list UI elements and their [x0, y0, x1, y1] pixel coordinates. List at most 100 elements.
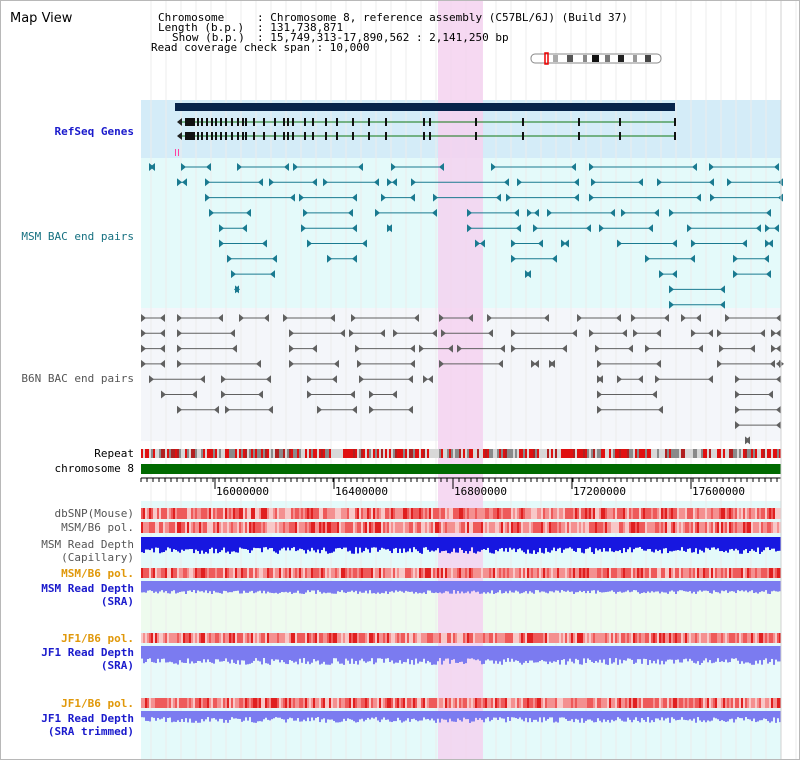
jf1-pol-segment: [731, 633, 733, 643]
b6n-bac-end-marker: [750, 344, 755, 353]
jf1-pol-trim-segment: [777, 698, 779, 708]
msm-pol-segment: [499, 522, 501, 533]
jf1-pol-trim-segment: [307, 698, 309, 708]
jf1-pol-trim-segment: [311, 698, 313, 708]
b6n-bac-end-marker: [177, 329, 182, 338]
jf1-depth-trim-bar: [695, 711, 697, 723]
dbsnp-segment: [177, 508, 179, 519]
dbsnp-segment: [381, 508, 383, 519]
msm-pol-segment: [211, 522, 213, 533]
msm-depth-sra-bar: [405, 581, 407, 591]
jf1-pol-segment: [677, 633, 679, 643]
gene-exon: [287, 132, 289, 140]
jf1-depth-trim-bar: [503, 711, 505, 719]
b6n-bac-end-marker: [439, 314, 444, 322]
msm-depth-cap-bar: [629, 537, 631, 548]
repeat-segment: [633, 449, 635, 458]
jf1-depth-trim-bar: [517, 711, 519, 719]
repeat-segment: [773, 449, 775, 458]
b6n-bac-end-marker: [264, 314, 269, 322]
jf1-depth-bar: [617, 646, 619, 665]
msm-pol-sra-segment: [699, 568, 701, 578]
msm-pol-segment: [377, 522, 379, 533]
msm-pol-segment: [543, 522, 545, 533]
jf1-pol-trim-segment: [563, 698, 565, 708]
msm-bac-end-marker: [182, 178, 187, 187]
msm-pol-sra-segment: [683, 568, 685, 578]
jf1-pol-segment: [181, 633, 183, 643]
jf1-depth-trim-bar: [241, 711, 243, 722]
repeat-segment: [303, 449, 305, 458]
jf1-pol-segment: [511, 633, 513, 643]
msm-depth-cap-bar: [247, 537, 249, 550]
dbsnp-segment: [585, 508, 587, 519]
jf1-pol-trim-segment: [619, 698, 621, 708]
gene-exon: [263, 132, 265, 140]
jf1-pol-segment: [361, 633, 363, 643]
jf1-depth-bar: [263, 646, 265, 659]
jf1-depth-bar: [187, 646, 189, 659]
repeat-segment: [593, 449, 595, 458]
msm-pol-sra-segment: [497, 568, 499, 578]
msm-pol-segment: [747, 522, 749, 533]
jf1-depth-bar: [677, 646, 679, 660]
jf1-depth-bar: [439, 646, 441, 659]
jf1-depth-trim-bar: [295, 711, 297, 721]
dbsnp-segment: [571, 508, 573, 519]
msm-pol-sra-segment: [549, 568, 551, 578]
b6n-bac-end-marker: [664, 314, 669, 322]
jf1-depth-trim-bar: [161, 711, 163, 719]
b6n-bac-end-marker: [616, 314, 621, 322]
msm-pol-segment: [165, 522, 167, 533]
jf1-pol-trim-segment: [535, 698, 537, 708]
msm-depth-cap-bar: [469, 537, 471, 552]
msm-pol-sra-segment: [587, 568, 589, 578]
msm-pol-sra-segment: [759, 568, 761, 578]
jf1-depth-trim-bar: [659, 711, 661, 721]
msm-depth-sra-bar: [757, 581, 759, 594]
dbsnp-segment: [461, 508, 463, 519]
msm-depth-sra-bar: [581, 581, 583, 593]
dbsnp-segment: [569, 508, 571, 519]
repeat-segment: [545, 449, 547, 458]
msm-depth-sra-bar: [529, 581, 531, 592]
gene-exon: [385, 118, 387, 126]
msm-bac-end-marker: [358, 163, 363, 171]
b6n-bac-end-marker: [351, 314, 356, 322]
jf1-depth-trim-bar: [647, 711, 649, 718]
window-title: Map View: [10, 11, 73, 26]
msm-pol-sra-segment: [559, 568, 561, 578]
msm-depth-sra-bar: [507, 581, 509, 594]
jf1-pol-segment: [149, 633, 151, 643]
msm-depth-cap-bar: [627, 537, 629, 550]
jf1-depth-bar: [747, 646, 749, 663]
gene-exon: [253, 118, 255, 126]
msm-depth-cap-bar: [431, 537, 433, 551]
jf1-pol-segment: [305, 633, 307, 643]
msm-bac-end-marker: [290, 193, 295, 202]
b6n-bac-end-marker: [500, 344, 505, 353]
jf1-depth-bar: [721, 646, 723, 662]
jf1-depth-trim-bar: [153, 711, 155, 718]
msm-pol-segment: [603, 522, 605, 533]
jf1-depth-bar: [357, 646, 359, 665]
jf1-depth-bar: [527, 646, 529, 663]
msm-pol-segment: [369, 522, 371, 533]
msm-depth-cap-bar: [701, 537, 703, 551]
dbsnp-segment: [281, 508, 283, 519]
dbsnp-segment: [317, 508, 319, 519]
repeat-segment: [761, 449, 763, 458]
msm-depth-cap-bar: [147, 537, 149, 550]
msm-pol-segment: [675, 522, 677, 533]
msm-depth-sra-bar: [179, 581, 181, 593]
jf1-pol-segment: [457, 633, 459, 643]
jf1-pol-segment: [165, 633, 167, 643]
msm-pol-sra-segment: [501, 568, 503, 578]
jf1-pol-segment: [365, 633, 367, 643]
dbsnp-segment: [147, 508, 149, 519]
b6n-bac-end-marker: [410, 359, 415, 368]
dbsnp-segment: [513, 508, 515, 519]
msm-pol-sra-segment: [525, 568, 527, 578]
dbsnp-segment: [157, 508, 159, 519]
